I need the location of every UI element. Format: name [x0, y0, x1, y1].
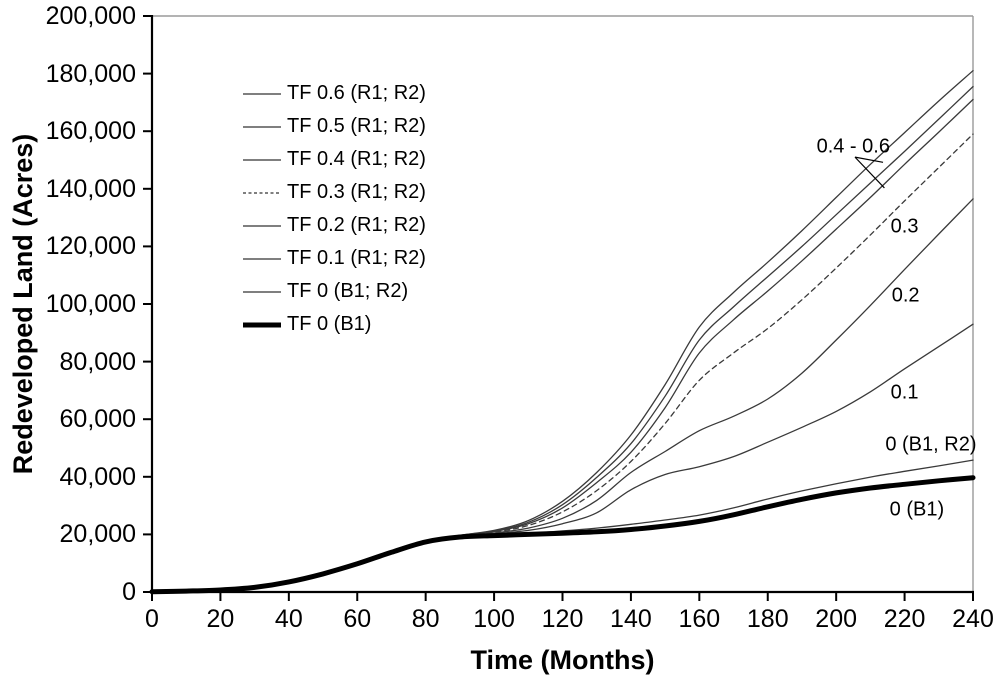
annotation-label: 0 (B1) — [889, 498, 945, 521]
legend-item: TF 0.6 (R1; R2) — [243, 77, 426, 110]
x-tick-label: 0 — [145, 605, 159, 633]
annotation-label: 0.4 - 0.6 — [816, 135, 890, 158]
x-tick-label: 80 — [411, 605, 440, 633]
legend-swatch-thin-line — [243, 92, 281, 95]
legend-swatch-thin-line — [243, 125, 281, 128]
y-tick-label: 100,000 — [45, 290, 136, 318]
x-tick-label: 180 — [746, 605, 789, 633]
y-tick-label: 60,000 — [59, 405, 136, 434]
legend-label: TF 0.6 (R1; R2) — [287, 82, 426, 104]
legend-item: TF 0 (B1; R2) — [243, 275, 426, 308]
y-tick-label: 160,000 — [45, 117, 136, 146]
series-line-tf-0-1-r1-r2- — [151, 323, 974, 593]
x-tick-label: 100 — [473, 605, 515, 633]
legend-item: TF 0 (B1) — [243, 308, 426, 341]
x-tick-label: 20 — [206, 605, 235, 633]
annotation-leader-line — [854, 156, 885, 189]
y-tick-label: 140,000 — [45, 174, 136, 203]
y-tick-label: 40,000 — [59, 462, 136, 491]
legend-item: TF 0.3 (R1; R2) — [243, 176, 426, 209]
x-tick-label: 200 — [815, 605, 858, 633]
legend-item: TF 0.4 (R1; R2) — [243, 143, 426, 176]
legend-label: TF 0 (B1) — [287, 313, 372, 335]
y-tick-label: 180,000 — [45, 59, 136, 88]
annotation-label: 0.2 — [891, 284, 920, 307]
x-axis-title: Time (Months) — [470, 645, 655, 675]
annotation-label: 0 (B1, R2) — [885, 433, 977, 456]
annotation-label: 0.3 — [890, 215, 919, 238]
chart-legend: TF 0.6 (R1; R2) TF 0.5 (R1; R2) TF 0.4 (R1… — [243, 77, 426, 341]
y-tick-label: 120,000 — [45, 232, 136, 261]
y-tick-label: 20,000 — [59, 520, 136, 549]
legend-swatch-dashed-line — [243, 191, 281, 194]
y-tick-label: 0 — [122, 578, 136, 606]
series-line-tf-0-b1-r2- — [151, 459, 974, 593]
legend-swatch-thin-line — [243, 224, 281, 227]
legend-label: TF 0.5 (R1; R2) — [287, 115, 426, 137]
x-tick-label: 220 — [883, 605, 926, 633]
legend-item: TF 0.1 (R1; R2) — [243, 242, 426, 275]
legend-item: TF 0.2 (R1; R2) — [243, 209, 426, 242]
x-tick-label: 60 — [343, 605, 372, 633]
annotation-label: 0.1 — [890, 381, 919, 404]
x-tick-label: 160 — [678, 605, 721, 633]
legend-swatch-thick-line — [243, 322, 281, 327]
legend-label: TF 0.2 (R1; R2) — [287, 214, 426, 236]
legend-item: TF 0.5 (R1; R2) — [243, 110, 426, 143]
series-line-tf-0-b1- — [149, 475, 976, 595]
x-tick-label: 120 — [541, 605, 584, 633]
x-tick-label: 40 — [274, 605, 303, 633]
legend-label: TF 0.4 (R1; R2) — [287, 148, 426, 170]
y-tick-label: 200,000 — [45, 2, 136, 30]
legend-label: TF 0 (B1; R2) — [287, 280, 409, 302]
legend-swatch-thin-line — [243, 290, 281, 293]
x-tick-label: 240 — [952, 605, 994, 633]
annotation-leader-line — [854, 156, 884, 163]
legend-swatch-thin-line — [243, 257, 281, 260]
y-tick-label: 80,000 — [59, 347, 136, 376]
legend-swatch-thin-line — [243, 158, 281, 161]
legend-label: TF 0.1 (R1; R2) — [287, 247, 426, 269]
x-tick-label: 140 — [610, 605, 652, 633]
legend-label: TF 0.3 (R1; R2) — [287, 181, 426, 203]
